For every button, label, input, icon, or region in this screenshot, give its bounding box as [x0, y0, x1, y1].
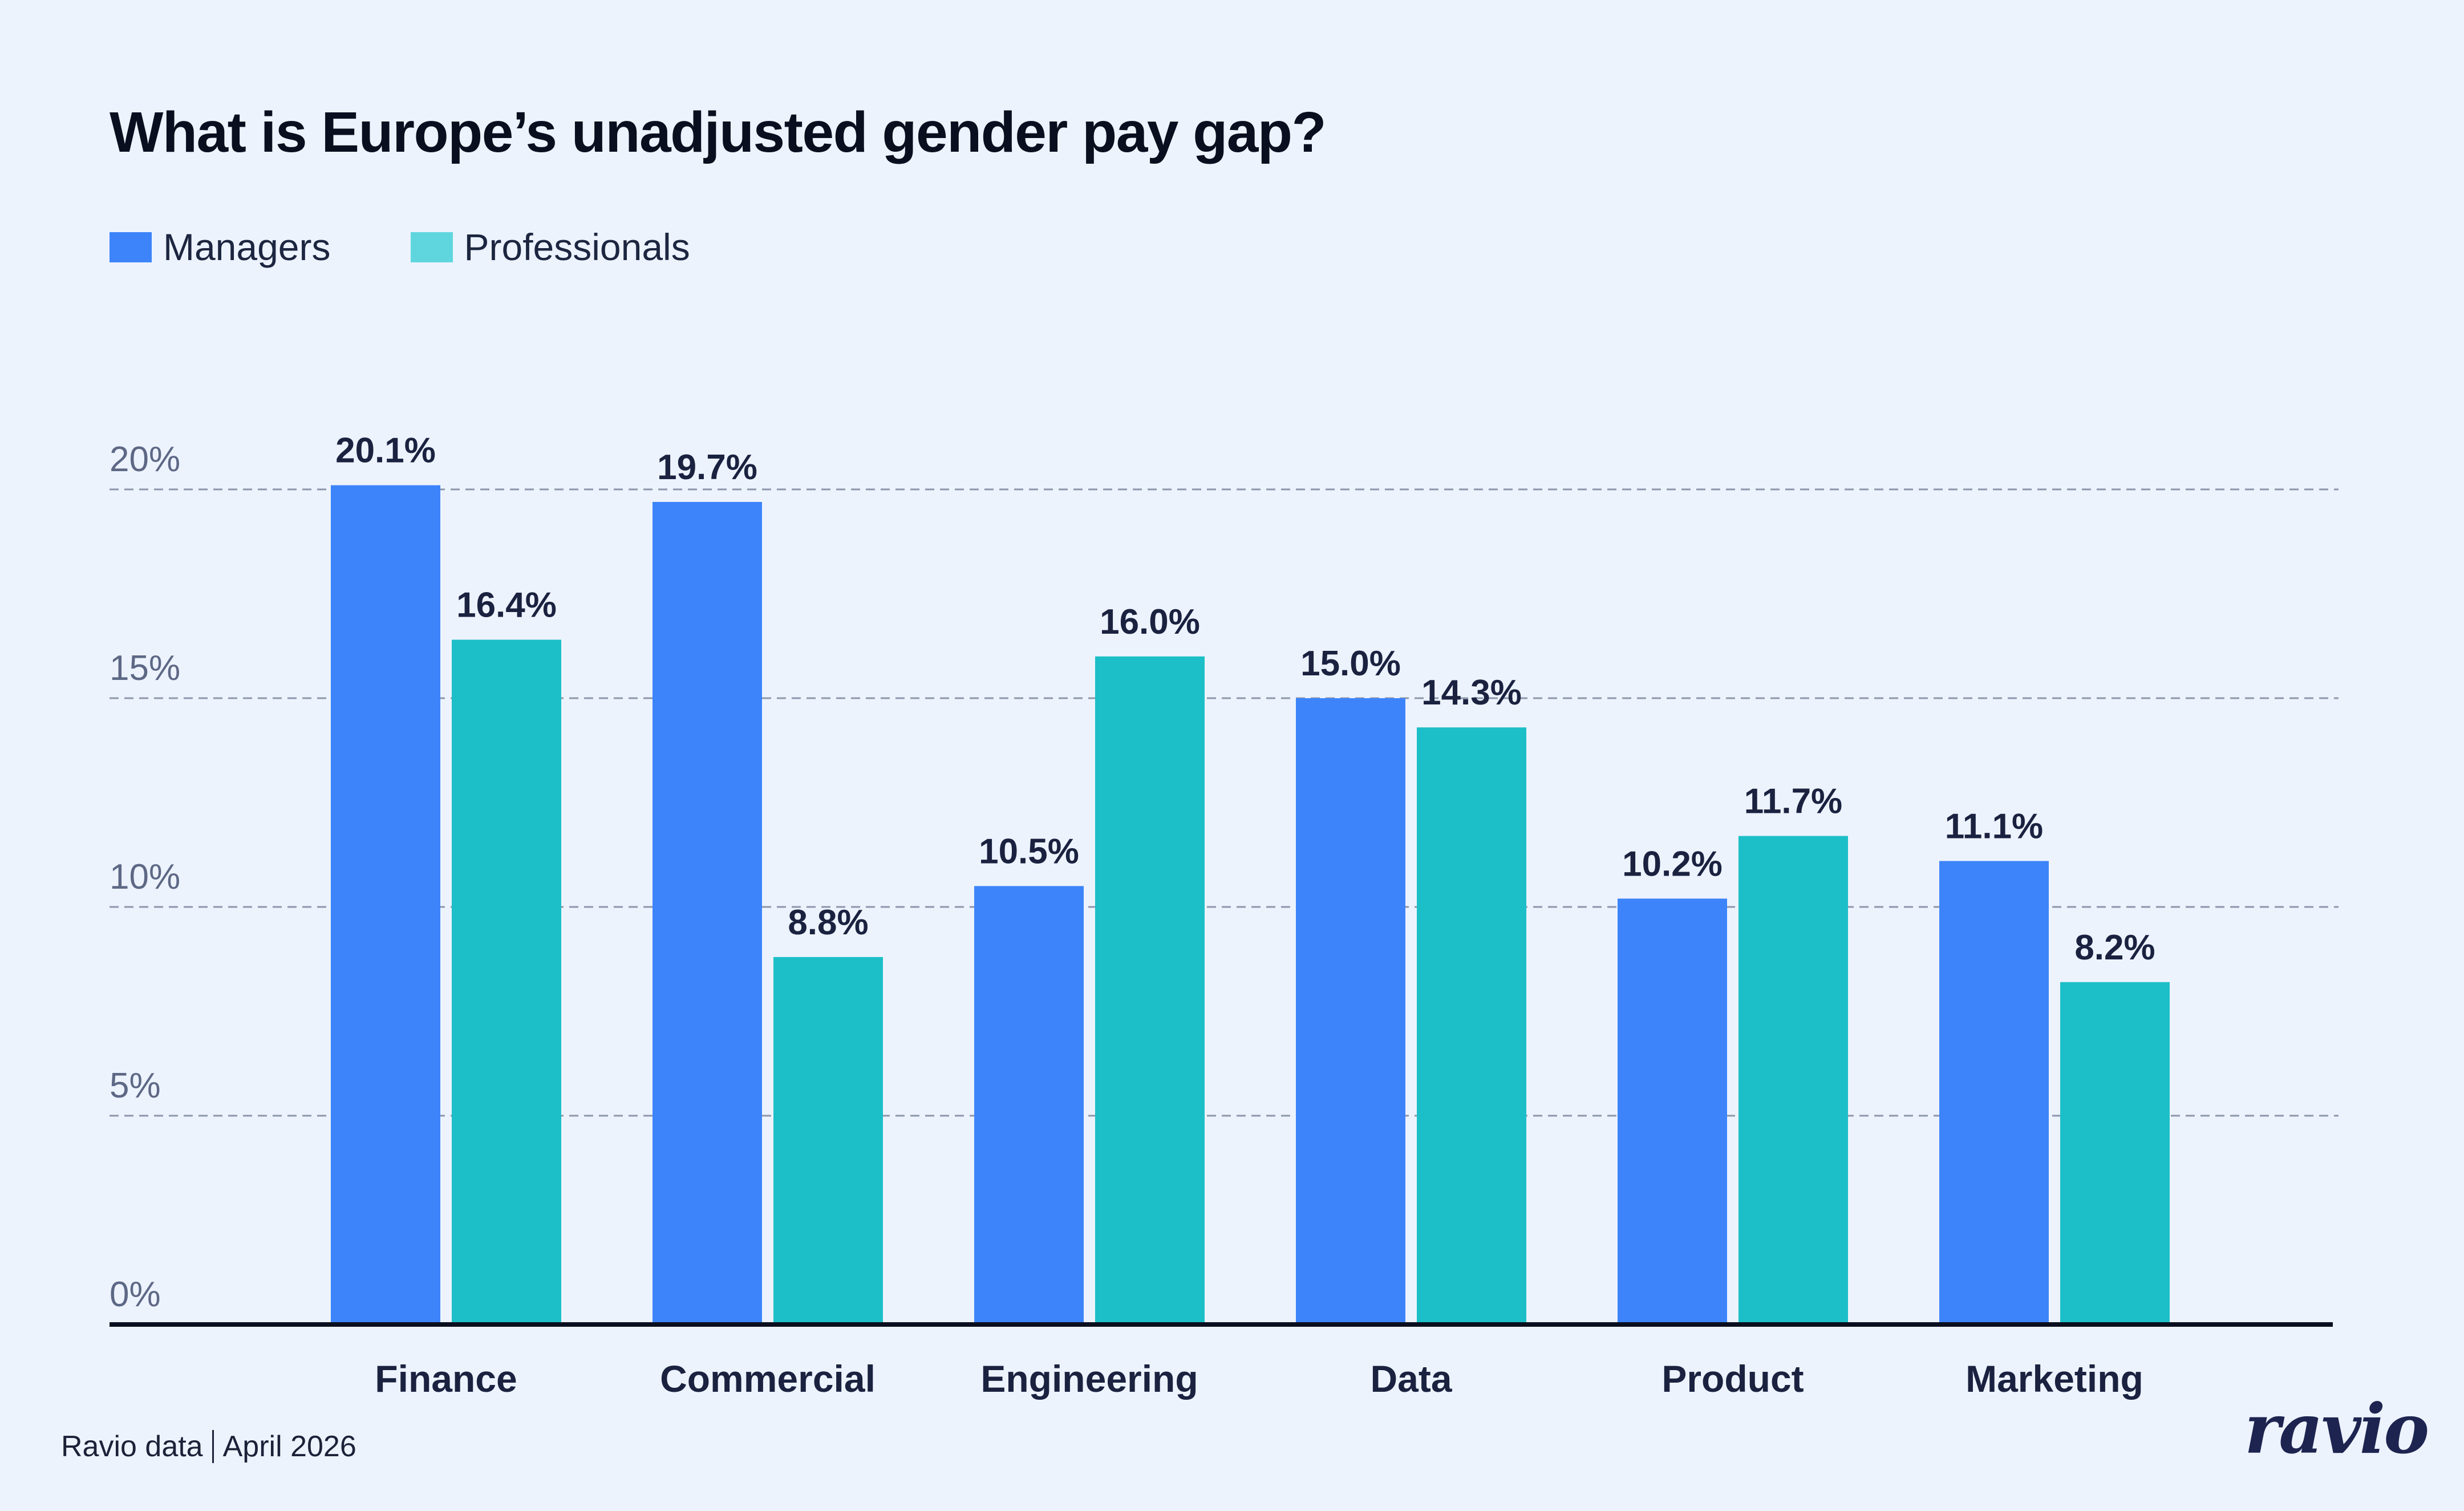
chart-title: What is Europe’s unadjusted gender pay g… — [110, 100, 1327, 164]
legend-item-managers: Managers — [110, 225, 331, 269]
x-tick-label: Commercial — [660, 1358, 876, 1400]
legend-label-managers: Managers — [163, 226, 331, 268]
bar — [331, 485, 440, 1325]
y-tick-label: 15% — [110, 649, 180, 688]
x-tick-label: Engineering — [980, 1358, 1198, 1400]
data-label: 11.7% — [1744, 782, 1842, 821]
bar — [452, 639, 561, 1324]
chart-legend: Managers Professionals — [110, 225, 690, 269]
data-label: 20.1% — [335, 431, 436, 471]
x-tick-label: Data — [1370, 1358, 1452, 1400]
footer-source-label: Ravio data — [61, 1430, 203, 1463]
y-tick-label: 10% — [110, 857, 180, 897]
bar — [2060, 982, 2170, 1324]
y-tick-label: 20% — [110, 440, 180, 479]
data-label: 14.3% — [1421, 673, 1522, 712]
legend-label-professionals: Professionals — [464, 226, 690, 268]
x-tick-label: Marketing — [1965, 1358, 2143, 1400]
bar — [1939, 861, 2049, 1324]
legend-item-professionals: Professionals — [410, 225, 690, 269]
y-tick-label: 0% — [110, 1275, 161, 1314]
bar — [974, 886, 1084, 1324]
bar — [1618, 898, 1727, 1324]
data-label: 8.8% — [788, 903, 868, 942]
bar — [1738, 836, 1848, 1324]
bar — [1095, 656, 1205, 1324]
footer-date: April 2026 — [222, 1430, 356, 1463]
bar — [773, 957, 883, 1324]
bar — [1296, 698, 1405, 1324]
data-label: 16.0% — [1100, 602, 1200, 642]
x-tick-label: Product — [1661, 1358, 1804, 1400]
x-tick-label: Finance — [375, 1358, 517, 1400]
data-label: 10.2% — [1622, 844, 1723, 884]
data-label: 11.1% — [1945, 807, 2043, 846]
data-label: 8.2% — [2074, 928, 2155, 967]
ravio-logo: ravio — [2244, 1389, 2429, 1469]
footer-divider — [212, 1430, 214, 1463]
data-label: 19.7% — [657, 448, 757, 487]
bar — [1417, 727, 1526, 1324]
bar — [653, 501, 762, 1325]
legend-swatch-managers — [110, 232, 152, 262]
data-label: 10.5% — [979, 832, 1079, 871]
footer-source: Ravio data April 2026 — [61, 1429, 356, 1464]
legend-swatch-professionals — [410, 232, 453, 262]
y-tick-label: 5% — [110, 1066, 161, 1105]
data-label: 16.4% — [456, 586, 557, 625]
data-label: 15.0% — [1300, 644, 1401, 683]
